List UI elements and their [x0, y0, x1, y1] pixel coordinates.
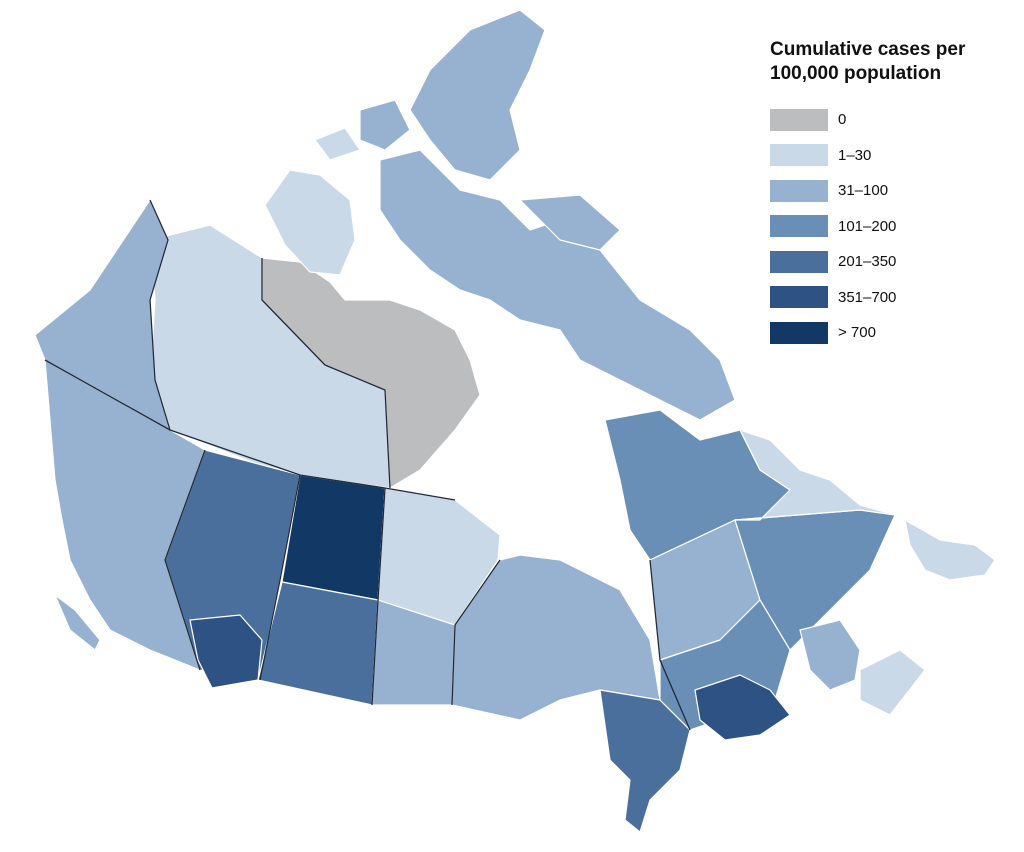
border-ontario-quebec	[649, 559, 691, 731]
legend-item-6: > 700	[770, 315, 1010, 351]
legend-item-4: 201–350	[770, 244, 1010, 280]
region-nwt-islands-1	[264, 169, 356, 276]
legend-item-5: 351–700	[770, 280, 1010, 316]
region-labrador	[734, 429, 896, 521]
legend-swatch-0	[770, 108, 828, 131]
legend-swatch-2	[770, 179, 828, 202]
legend-swatch-5	[770, 286, 828, 309]
legend-item-2: 31–100	[770, 173, 1010, 209]
region-nunavut-islands-4	[519, 194, 621, 251]
legend-swatch-3	[770, 215, 828, 238]
region-nunavut-islands-3	[359, 99, 411, 151]
legend-label-5: 351–700	[838, 288, 897, 306]
legend-item-0: 0	[770, 102, 1010, 138]
border-nwt-nunavut	[261, 258, 391, 489]
legend-swatch-1	[770, 144, 828, 167]
legend-label-2: 31–100	[838, 182, 889, 200]
legend-label-1: 1–30	[838, 146, 872, 164]
legend-swatch-4	[770, 250, 828, 273]
legend-label-0: 0	[838, 111, 847, 129]
legend-label-6: > 700	[838, 324, 876, 342]
region-nova-scotia	[859, 649, 926, 716]
legend-title-line-2: 100,000 population	[770, 63, 942, 84]
border-sask-manitoba	[371, 487, 386, 706]
region-bc-island	[54, 594, 101, 651]
region-newfoundland	[904, 519, 996, 581]
region-nunavut-islands-2	[379, 149, 736, 421]
region-saskatchewan-north	[281, 474, 386, 601]
legend-item-1: 1–30	[770, 138, 1010, 174]
border-yukon-nwt	[149, 199, 171, 431]
legend-swatch-6	[770, 321, 828, 344]
legend-title: Cumulative cases per 100,000 population	[770, 38, 1010, 86]
region-nwt-islands-2	[314, 127, 361, 161]
region-montreal-area	[694, 674, 791, 741]
legend-item-3: 101–200	[770, 209, 1010, 245]
legend: Cumulative cases per 100,000 population …	[770, 38, 1010, 351]
border-bc-alberta	[164, 449, 206, 671]
border-manitoba-ontario	[451, 559, 501, 706]
legend-label-4: 201–350	[838, 253, 897, 271]
region-maritimes	[799, 619, 861, 691]
legend-label-3: 101–200	[838, 217, 897, 235]
region-nunavut-islands-1	[409, 9, 546, 181]
border-alberta-sask	[259, 474, 301, 681]
region-ontario-north	[451, 554, 661, 721]
legend-title-line-1: Cumulative cases per	[770, 39, 966, 60]
